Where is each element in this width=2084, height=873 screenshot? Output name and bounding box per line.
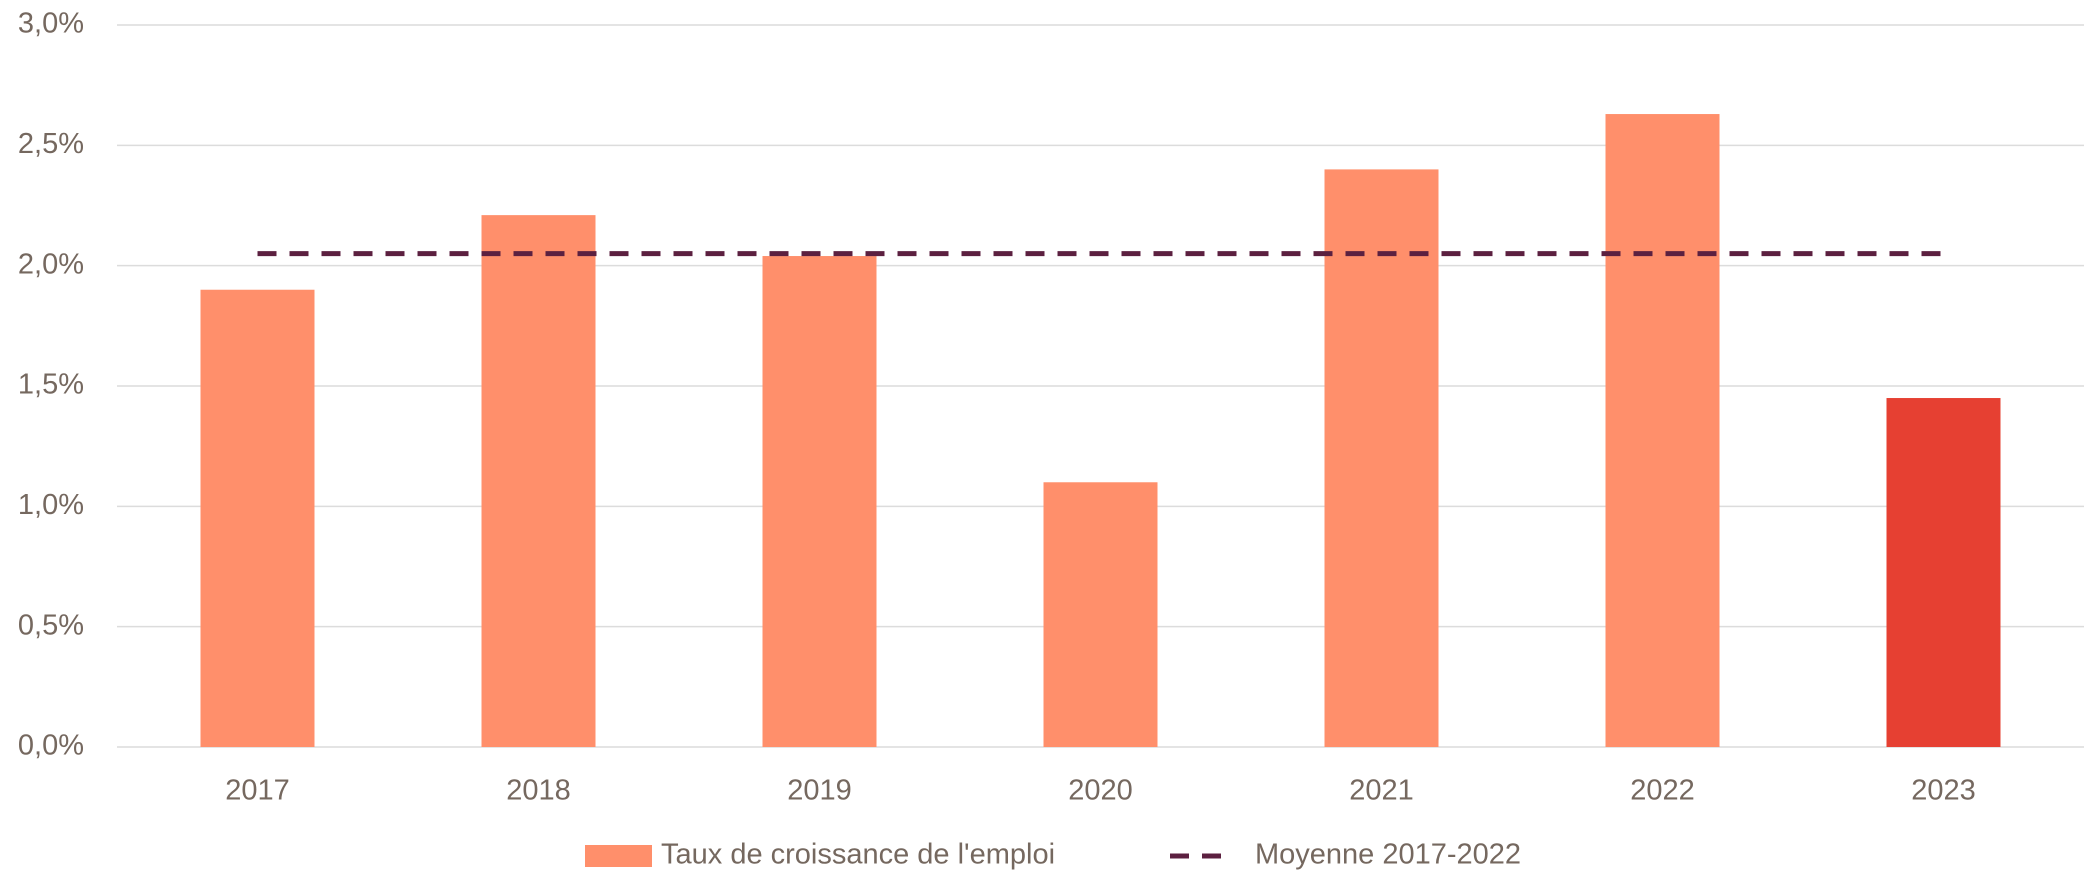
y-tick-label: 2,0% — [18, 248, 84, 280]
y-tick-label: 2,5% — [18, 128, 84, 160]
y-tick-label: 1,5% — [18, 369, 84, 401]
legend-label: Moyenne 2017-2022 — [1255, 839, 1521, 871]
x-tick-label: 2019 — [787, 775, 852, 807]
y-tick-label: 0,5% — [18, 609, 84, 641]
y-tick-label: 1,0% — [18, 489, 84, 521]
bar — [762, 256, 877, 747]
bar — [1324, 169, 1439, 747]
bar — [200, 289, 315, 747]
legend-swatch — [585, 845, 652, 867]
bar — [481, 215, 596, 748]
x-tick-label: 2022 — [1630, 775, 1695, 807]
x-tick-label: 2021 — [1349, 775, 1414, 807]
x-tick-label: 2020 — [1068, 775, 1133, 807]
x-tick-label: 2018 — [506, 775, 571, 807]
bar — [1886, 398, 2001, 747]
bar — [1605, 114, 1720, 747]
x-tick-label: 2017 — [225, 775, 290, 807]
y-tick-label: 3,0% — [18, 8, 84, 40]
x-tick-label: 2023 — [1911, 775, 1976, 807]
bar — [1043, 482, 1158, 747]
legend-label: Taux de croissance de l'emploi — [661, 839, 1055, 871]
y-tick-label: 0,0% — [18, 730, 84, 762]
